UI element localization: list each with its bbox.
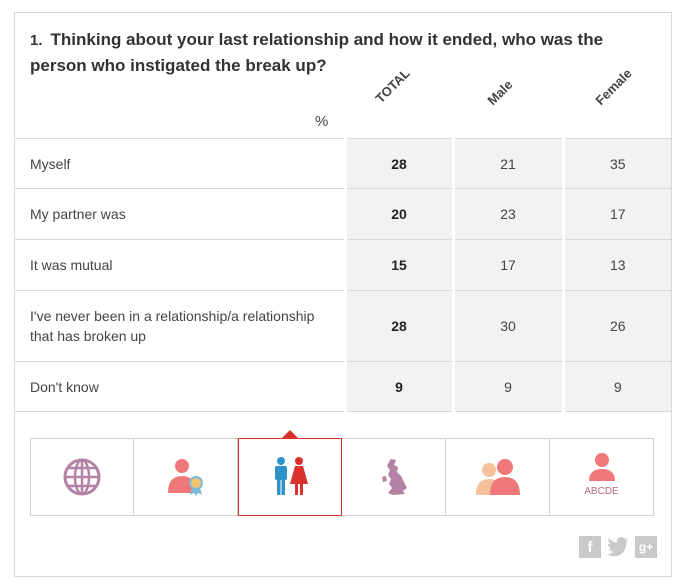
- cell-male: 23: [451, 188, 563, 240]
- row-label: Myself: [15, 138, 345, 189]
- table-row: Myself 28 21 35: [15, 138, 671, 189]
- table-row: It was mutual 15 17 13: [15, 239, 671, 291]
- table-row: I've never been in a relationship/a rela…: [15, 290, 671, 362]
- cell-total: 28: [343, 138, 453, 189]
- person-abcde-icon: [588, 453, 615, 481]
- table-row: My partner was 20 23 17: [15, 188, 671, 240]
- cell-male: 9: [451, 361, 563, 412]
- facebook-icon[interactable]: f: [579, 536, 601, 558]
- tab-region[interactable]: [342, 438, 446, 516]
- results-table: Myself 28 21 35 My partner was 20 23 17 It was m…: [15, 138, 671, 412]
- person-award-icon: [167, 459, 203, 496]
- unit-label: %: [315, 113, 329, 130]
- cell-female: 13: [561, 239, 671, 291]
- tab-age[interactable]: [134, 438, 238, 516]
- results-card: 1. Thinking about your last relationship …: [14, 12, 672, 577]
- row-label: I've never been in a relationship/a rela…: [15, 290, 345, 362]
- cell-female: 9: [561, 361, 671, 412]
- social-share: f g+: [579, 536, 657, 558]
- row-label: It was mutual: [15, 239, 345, 291]
- breakdown-tabs: ABCDE: [30, 430, 658, 516]
- cell-total: 20: [343, 188, 453, 240]
- table-header: % TOTAL Male Female: [15, 66, 671, 139]
- two-people-icon: [475, 459, 520, 495]
- cell-male: 17: [451, 239, 563, 291]
- tab-social-grade-label: ABCDE: [584, 486, 619, 497]
- question-title: 1. Thinking about your last relationship …: [30, 27, 650, 78]
- table-row: Don't know 9 9 9: [15, 361, 671, 412]
- google-plus-icon[interactable]: g+: [635, 536, 657, 558]
- tab-gender[interactable]: [238, 430, 342, 516]
- question-number: 1.: [30, 32, 43, 49]
- cell-total: 28: [343, 290, 453, 362]
- tab-households[interactable]: [446, 438, 550, 516]
- column-header-male: Male: [484, 76, 516, 108]
- cell-female: 35: [561, 138, 671, 189]
- uk-map-icon: [381, 459, 407, 495]
- twitter-icon[interactable]: [607, 536, 629, 558]
- cell-female: 17: [561, 188, 671, 240]
- cell-male: 21: [451, 138, 563, 189]
- tab-social-grade[interactable]: ABCDE: [550, 438, 654, 516]
- row-label: Don't know: [15, 361, 345, 412]
- twitter-bird-shape: [607, 536, 629, 557]
- row-label: My partner was: [15, 188, 345, 240]
- cell-female: 26: [561, 290, 671, 362]
- cell-total: 15: [343, 239, 453, 291]
- question-text: Thinking about your last relationship an…: [30, 30, 604, 75]
- male-female-icon: [275, 457, 308, 495]
- globe-icon: [63, 458, 101, 496]
- tab-global[interactable]: [30, 438, 134, 516]
- cell-total: 9: [343, 361, 453, 412]
- cell-male: 30: [451, 290, 563, 362]
